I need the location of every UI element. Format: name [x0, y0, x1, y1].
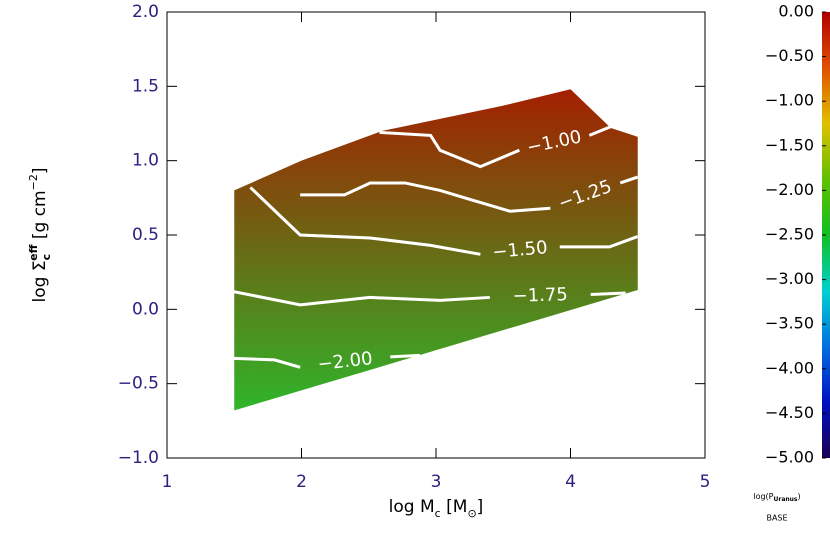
y-tick-label: 0.0 — [132, 299, 159, 319]
y-axis-label-part: ] — [30, 168, 50, 175]
contour-line — [300, 175, 639, 213]
colorbar-tick-label: −0.50 — [765, 46, 814, 65]
colorbar-tick-label: −3.00 — [765, 269, 814, 288]
x-tick-label: 3 — [431, 472, 442, 492]
colorbar-label-part: Uranus — [774, 496, 798, 503]
contour-line — [379, 123, 616, 169]
colorbar-label: log(PUranus) — [753, 492, 800, 504]
colorbar-tick-label: −5.00 — [765, 448, 814, 467]
y-axis-label-part: [g cm — [30, 190, 50, 244]
colorbar-tick-label: −4.50 — [765, 403, 814, 422]
y-tick-label: 1.5 — [132, 76, 159, 96]
colorbar-tick-label: −2.00 — [765, 180, 814, 199]
colorbar-tick-label: 0.00 — [778, 2, 814, 21]
x-tick-label: 2 — [296, 472, 307, 492]
contour-line — [232, 290, 626, 307]
colorbar-label-part: ) — [798, 492, 801, 501]
y-axis-label: log Σceff [g cm−2] — [27, 168, 53, 303]
x-axis-label-part: c — [435, 507, 441, 520]
y-tick-label: 1.0 — [132, 151, 159, 171]
contour-line — [249, 186, 639, 256]
x-axis-label-part: log M — [389, 497, 435, 517]
colorbar-tick-label: −1.00 — [765, 91, 814, 110]
y-tick-label: −0.5 — [118, 374, 159, 394]
x-tick-label: 1 — [162, 472, 173, 492]
y-tick-label: −1.0 — [118, 448, 159, 468]
x-axis-label-part: ⊙ — [467, 507, 476, 520]
filled-region — [234, 89, 638, 411]
y-axis-label-part: −2 — [27, 174, 40, 190]
contour-label: −1.50 — [492, 237, 549, 263]
colorbar-tick-label: −1.50 — [765, 135, 814, 154]
y-axis-label-part: eff — [27, 244, 40, 260]
y-tick-label: 0.5 — [132, 225, 159, 245]
y-axis-label-part: log Σ — [30, 260, 50, 302]
y-tick-label: 2.0 — [132, 2, 159, 22]
contour-label: −1.75 — [512, 284, 568, 307]
x-axis-label-part: [M — [441, 497, 468, 517]
colorbar-note: BASE — [766, 514, 787, 523]
colorbar-label-part: log(P — [753, 492, 773, 501]
y-axis-label-part: c — [40, 254, 53, 261]
x-axis-label-part: ] — [477, 497, 484, 517]
x-tick-label: 5 — [700, 472, 711, 492]
colorbar-tick-label: −2.50 — [765, 225, 814, 244]
contour-line — [232, 353, 420, 369]
colorbar-tick-label: −4.00 — [765, 358, 814, 377]
colorbar-tick-label: −3.50 — [765, 314, 814, 333]
x-tick-label: 4 — [565, 472, 576, 492]
x-axis-label: log Mc [M⊙] — [389, 497, 484, 520]
